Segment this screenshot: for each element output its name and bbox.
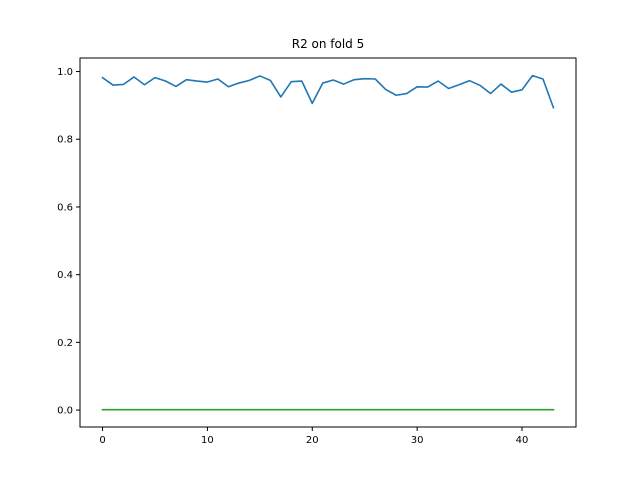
- x-tick-label: 0: [99, 435, 105, 446]
- y-tick-label: 0.8: [57, 135, 73, 146]
- y-tick-label: 0.2: [57, 338, 73, 349]
- y-tick-label: 0.0: [57, 406, 73, 417]
- x-tick-label: 10: [201, 435, 214, 446]
- x-tick-label: 20: [306, 435, 319, 446]
- y-tick-label: 0.4: [57, 270, 73, 281]
- plot-area: [80, 58, 576, 427]
- series-line-1: [101, 74, 555, 109]
- x-tick-label: 40: [516, 435, 529, 446]
- x-tick-label: 30: [411, 435, 424, 446]
- y-tick-label: 0.6: [57, 202, 73, 213]
- plot-background: [80, 58, 576, 427]
- y-axis: 0.0 0.2 0.4 0.6 0.8 1.0: [57, 67, 80, 417]
- series-layer: [101, 74, 555, 411]
- x-axis: 0 10 20 30 40: [99, 427, 528, 446]
- plot-frame: [79, 57, 577, 428]
- chart-title: R2 on fold 5: [292, 37, 365, 51]
- y-tick-label: 1.0: [57, 67, 73, 78]
